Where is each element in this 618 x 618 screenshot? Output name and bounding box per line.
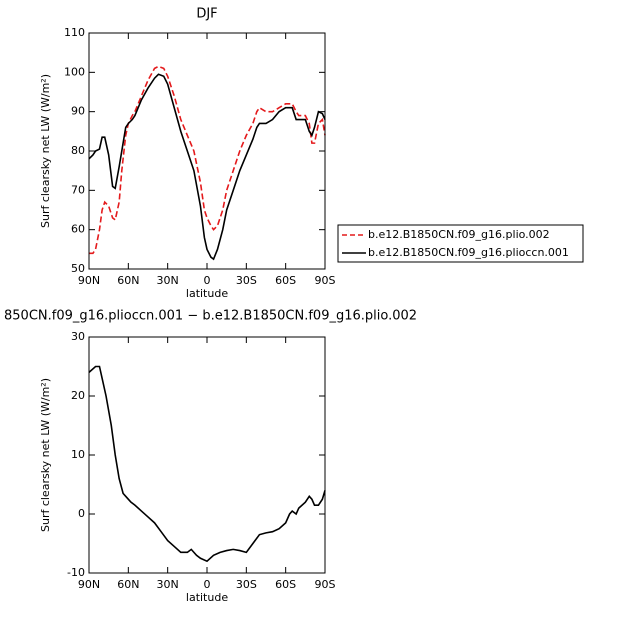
y-tick-label: 80 (71, 144, 85, 157)
y-tick-label: -10 (67, 566, 85, 579)
x-tick-label: 60N (117, 274, 139, 287)
legend-label: b.e12.B1850CN.f09_g16.plio.002 (368, 228, 550, 241)
x-tick-label: 0 (204, 578, 211, 591)
x-tick-label: 60S (275, 578, 296, 591)
legend-label: b.e12.B1850CN.f09_g16.plioccn.001 (368, 246, 569, 259)
x-tick-label: 30S (236, 274, 257, 287)
y-tick-label: 60 (71, 223, 85, 236)
x-tick-label: 90N (78, 578, 100, 591)
y-tick-label: 20 (71, 389, 85, 402)
y-tick-label: 100 (64, 65, 85, 78)
x-tick-label: 90N (78, 274, 100, 287)
data-line (89, 65, 326, 255)
y-axis-label: Surf clearsky net LW (W/m²) (39, 74, 52, 228)
x-tick-label: 30N (157, 274, 179, 287)
x-tick-label: 90S (315, 274, 336, 287)
y-tick-label: 10 (71, 448, 85, 461)
y-axis-label: Surf clearsky net LW (W/m²) (39, 378, 52, 532)
y-tick-label: 50 (71, 262, 85, 275)
x-tick-label: 0 (204, 274, 211, 287)
x-axis-label: latitude (186, 287, 228, 300)
x-tick-label: 30S (236, 578, 257, 591)
chart-title: 850CN.f09_g16.plioccn.001 − b.e12.B1850C… (4, 309, 417, 324)
x-tick-label: 90S (315, 578, 336, 591)
y-tick-label: 0 (78, 507, 85, 520)
y-tick-label: 110 (64, 26, 85, 39)
y-tick-label: 70 (71, 183, 85, 196)
data-line (88, 365, 326, 563)
data-line (88, 73, 326, 261)
x-tick-label: 60S (275, 274, 296, 287)
y-tick-label: 30 (71, 330, 85, 343)
plot-frame (88, 336, 326, 574)
x-tick-label: 30N (157, 578, 179, 591)
x-tick-label: 60N (117, 578, 139, 591)
x-axis-label: latitude (186, 591, 228, 604)
y-tick-label: 90 (71, 105, 85, 118)
chart-title: DJF (196, 7, 217, 22)
legend-box (337, 224, 584, 263)
